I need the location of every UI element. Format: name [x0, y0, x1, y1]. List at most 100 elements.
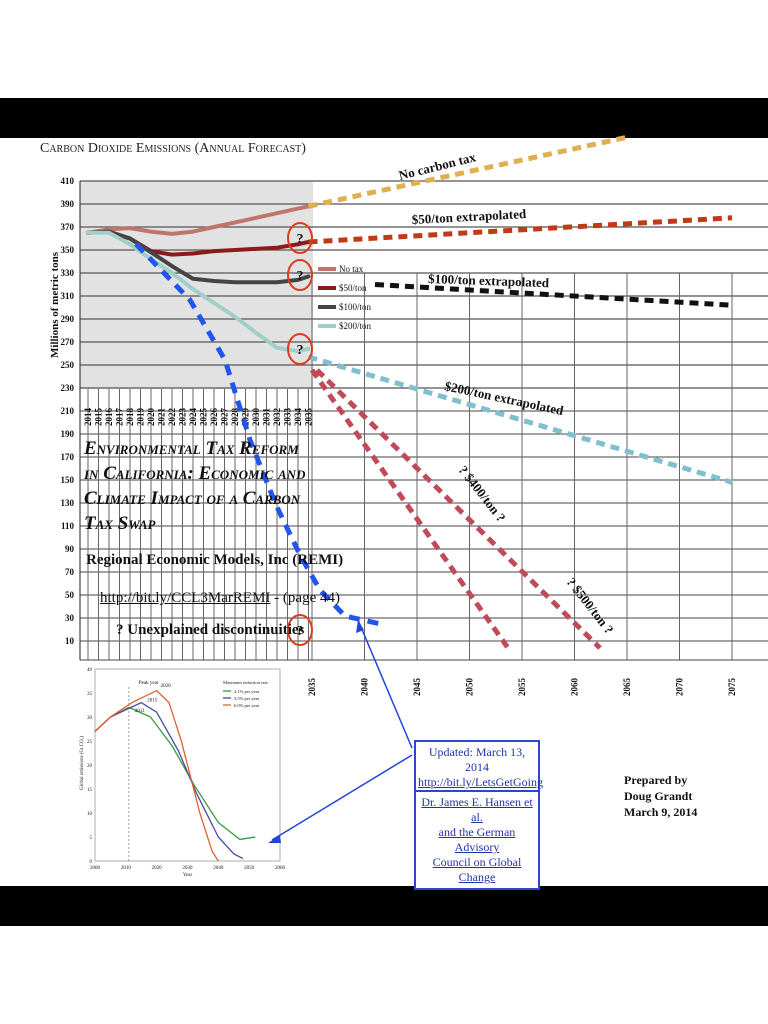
- publisher-label: Regional Economic Models, Inc (REMI): [86, 552, 344, 568]
- question-circle: [287, 222, 313, 254]
- x-tick-label: 2015: [94, 408, 104, 427]
- y-tick-label: 30: [65, 613, 75, 623]
- inset-peak-label: Peak year: [139, 681, 159, 686]
- inset-year-label: 2015: [147, 699, 158, 704]
- x-tick-label: 2060: [570, 678, 580, 697]
- series-line: [86, 229, 311, 285]
- y-tick-label: 150: [61, 475, 75, 485]
- x-tick-label: 2075: [727, 678, 737, 697]
- grid-lines: [79, 180, 768, 661]
- inset-x-tick: 2030: [183, 866, 194, 871]
- bottom-black-bar: [0, 886, 768, 926]
- y-tick-labels: 410 390 370 350 330 310 290 270 250 230 210 190 170 1…: [61, 176, 75, 646]
- y-tick-label: 410: [61, 176, 75, 186]
- inset-legend-label: 3.5% per year: [234, 696, 260, 701]
- question-marks: ????: [287, 222, 313, 646]
- x-tick-label: 2035: [304, 408, 314, 427]
- hansen-line[interactable]: Dr. James E. Hansen et al.: [421, 795, 533, 824]
- prepared-by: Prepared by Doug Grandt March 9, 2014: [624, 772, 697, 820]
- y-tick-label: 330: [61, 268, 75, 278]
- legend-label: No tax: [339, 264, 364, 274]
- question-mark: ?: [297, 269, 304, 284]
- y-tick-label: 90: [65, 544, 75, 554]
- extrapolation-label: No carbon tax: [397, 149, 477, 183]
- legend-label: $100/ton: [339, 302, 372, 312]
- x-tick-label: 2045: [412, 678, 422, 697]
- inset-curve: [94, 689, 219, 862]
- unexplained-label: ? Unexplained discontinuities: [116, 622, 305, 638]
- question-mark: ?: [297, 232, 304, 247]
- forecast-series: [86, 204, 311, 354]
- inset-x-label: Year: [183, 873, 193, 878]
- inset-chart: 2000 2010 2020 2030 2040 2050 2060 0 5 10 15 20 25 30…: [80, 668, 286, 878]
- inset-y-tick: 15: [87, 788, 93, 793]
- y-tick-label: 390: [61, 199, 75, 209]
- inset-y-tick: 0: [90, 860, 93, 865]
- question-mark: ?: [297, 624, 304, 639]
- book-title: Environmental Tax Reform in California: …: [84, 436, 324, 536]
- inset-x-tick: 2040: [213, 866, 224, 871]
- y-tick-label: 70: [65, 567, 75, 577]
- x-tick-label: 2040: [360, 678, 370, 697]
- updated-link[interactable]: http://bit.ly/LetsGetGoing: [418, 775, 543, 789]
- inset-x-tick: 2060: [275, 866, 286, 871]
- inset-x-tick: 2050: [244, 866, 255, 871]
- hansen-line[interactable]: Council on Global Change: [432, 855, 522, 884]
- y-tick-label: 10: [65, 636, 75, 646]
- x-tick-label: 2022: [167, 408, 177, 427]
- x-tick-label: 2032: [272, 408, 282, 427]
- hansen-line[interactable]: and the German Advisory: [438, 825, 516, 854]
- x-tick-label: 2021: [157, 408, 167, 427]
- extrapolation-line: [307, 134, 628, 209]
- arrows: [268, 619, 413, 843]
- x-tick-labels-forecast: 2014 2015 2016 2017 2018 2019 2020 2021 2022 2023…: [83, 408, 314, 427]
- extrapolation-line: [309, 368, 511, 650]
- x-tick-label: 2014: [83, 408, 93, 427]
- inset-y-tick: 20: [87, 764, 93, 769]
- extrapolation-label: $50/ton extrapolated: [411, 206, 527, 227]
- remi-link[interactable]: http://bit.ly/CCL3MarREMI: [100, 590, 271, 606]
- inset-y-label: Global emissions (Gt CO₂): [80, 736, 85, 790]
- question-circle: [287, 333, 313, 365]
- inset-x-tick: 2000: [90, 866, 101, 871]
- x-tick-label: 2055: [517, 678, 527, 697]
- y-tick-label: 210: [61, 406, 75, 416]
- y-tick-label: 190: [61, 429, 75, 439]
- y-tick-label: 290: [61, 314, 75, 324]
- x-tick-label: 2050: [465, 678, 475, 697]
- question-mark: ?: [297, 343, 304, 358]
- prepared-line: Doug Grandt: [624, 789, 693, 803]
- inset-y-tick: 30: [87, 716, 93, 721]
- series-line: [86, 230, 311, 354]
- inset-year-label: 2020: [161, 684, 172, 689]
- extrapolation-line: [374, 282, 733, 308]
- legend-label: $200/ton: [339, 321, 372, 331]
- x-tick-label: 2065: [622, 678, 632, 697]
- extrapolation-lines: No carbon tax $50/ton extrapolated $100/to…: [307, 134, 733, 650]
- x-tick-label: 2030: [251, 408, 261, 427]
- inset-y-tick: 40: [87, 668, 93, 673]
- y-tick-label: 110: [61, 521, 75, 531]
- y-tick-label: 130: [61, 498, 75, 508]
- y-tick-label: 170: [61, 452, 75, 462]
- x-tick-label: 2033: [283, 408, 293, 427]
- remi-curve: [134, 242, 386, 628]
- inset-x-tick: 2020: [152, 866, 163, 871]
- y-tick-label: 370: [61, 222, 75, 232]
- x-tick-label: 2024: [188, 408, 198, 427]
- prepared-line: Prepared by: [624, 773, 688, 787]
- extrapolation-line: [315, 368, 602, 650]
- x-tick-label: 2026: [209, 408, 219, 427]
- y-tick-label: 310: [61, 291, 75, 301]
- extrapolation-label: ? $400/ton ?: [456, 463, 509, 525]
- inset-legend-title: Maximum reduction rate: [223, 680, 268, 685]
- extrapolation-line: [307, 354, 733, 485]
- book-title-line: Climate Impact of a Carbon: [84, 488, 301, 509]
- updated-date: Updated: March 13, 2014: [428, 745, 526, 774]
- remi-link-row: http://bit.ly/CCL3MarREMI - (page 44): [100, 590, 340, 607]
- extrapolation-label: $200/ton extrapolated: [443, 378, 565, 418]
- inset-y-tick: 35: [87, 692, 93, 697]
- book-title-line: in California: Economic and: [84, 463, 306, 484]
- arrow-head: [356, 620, 364, 633]
